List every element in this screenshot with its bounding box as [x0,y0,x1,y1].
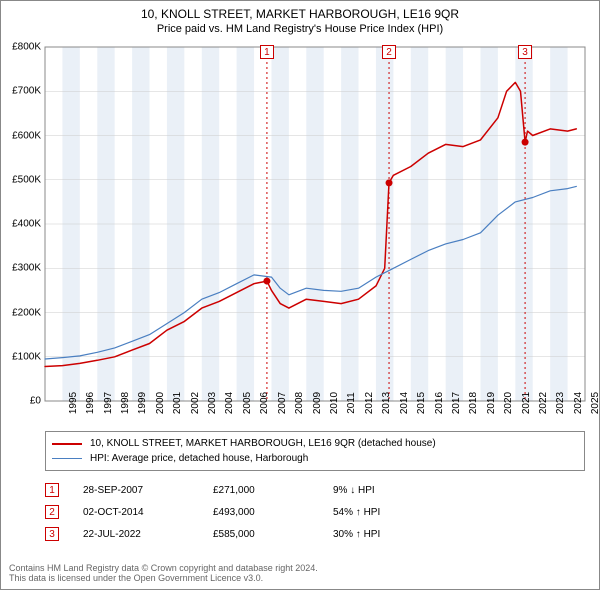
footer-line-2: This data is licensed under the Open Gov… [9,573,318,583]
y-tick-label: £800K [12,42,41,53]
datapoint-row: 3 22-JUL-2022£585,00030% ↑ HPI [45,523,585,545]
y-tick-label: £500K [12,174,41,185]
chart-svg [45,47,585,401]
datapoint-price: £585,000 [213,529,333,540]
sale-marker-flag: 3 [518,45,532,59]
datapoint-row: 2 02-OCT-2014£493,00054% ↑ HPI [45,501,585,523]
sale-marker-flag: 1 [260,45,274,59]
sale-marker-flag: 2 [382,45,396,59]
legend-label: 10, KNOLL STREET, MARKET HARBOROUGH, LE1… [90,438,436,449]
legend: 10, KNOLL STREET, MARKET HARBOROUGH, LE1… [45,431,585,471]
legend-row: 10, KNOLL STREET, MARKET HARBOROUGH, LE1… [52,436,578,451]
datapoint-marker: 1 [45,483,59,497]
datapoint-marker: 2 [45,505,59,519]
y-tick-label: £200K [12,307,41,318]
legend-row: HPI: Average price, detached house, Harb… [52,451,578,466]
legend-label: HPI: Average price, detached house, Harb… [90,453,308,464]
y-tick-label: £100K [12,351,41,362]
datapoint-marker: 3 [45,527,59,541]
legend-swatch [52,443,82,445]
chart-subtitle: Price paid vs. HM Land Registry's House … [1,21,599,39]
y-tick-label: £300K [12,263,41,274]
y-tick-label: £600K [12,130,41,141]
chart-title: 10, KNOLL STREET, MARKET HARBOROUGH, LE1… [1,1,599,21]
datapoint-price: £271,000 [213,485,333,496]
y-tick-label: £400K [12,219,41,230]
datapoint-row: 1 28-SEP-2007£271,0009% ↓ HPI [45,479,585,501]
datapoint-price: £493,000 [213,507,333,518]
datapoint-pct: 30% ↑ HPI [333,529,453,540]
footer-line-1: Contains HM Land Registry data © Crown c… [9,563,318,573]
chart-plot-area: £0£100K£200K£300K£400K£500K£600K£700K£80… [45,47,585,401]
datapoint-date: 02-OCT-2014 [83,507,213,518]
datapoint-pct: 9% ↓ HPI [333,485,453,496]
x-tick-label: 2025 [576,392,600,414]
chart-container: 10, KNOLL STREET, MARKET HARBOROUGH, LE1… [0,0,600,590]
datapoint-date: 22-JUL-2022 [83,529,213,540]
datapoints-table: 1 28-SEP-2007£271,0009% ↓ HPI 2 02-OCT-2014… [45,479,585,545]
footer-attribution: Contains HM Land Registry data © Crown c… [9,563,318,583]
datapoint-date: 28-SEP-2007 [83,485,213,496]
datapoint-pct: 54% ↑ HPI [333,507,453,518]
y-tick-label: £700K [12,86,41,97]
y-tick-label: £0 [30,396,41,407]
legend-swatch [52,458,82,459]
